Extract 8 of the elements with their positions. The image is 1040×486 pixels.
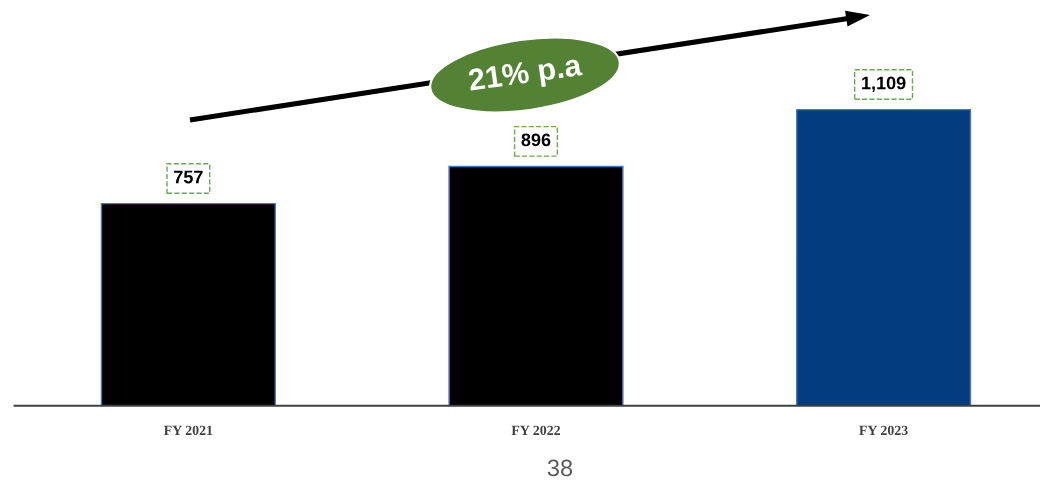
- data-label: 896: [521, 133, 551, 147]
- x-tick-label: FY 2023: [859, 425, 908, 436]
- x-tick-label: FY 2021: [163, 425, 213, 436]
- data-label: 757: [174, 170, 203, 184]
- text: 21% p.a: [467, 53, 584, 97]
- data-label: 1,109: [862, 76, 906, 92]
- x-tick-label: FY 2022: [511, 425, 560, 436]
- text: 38: [547, 459, 573, 477]
